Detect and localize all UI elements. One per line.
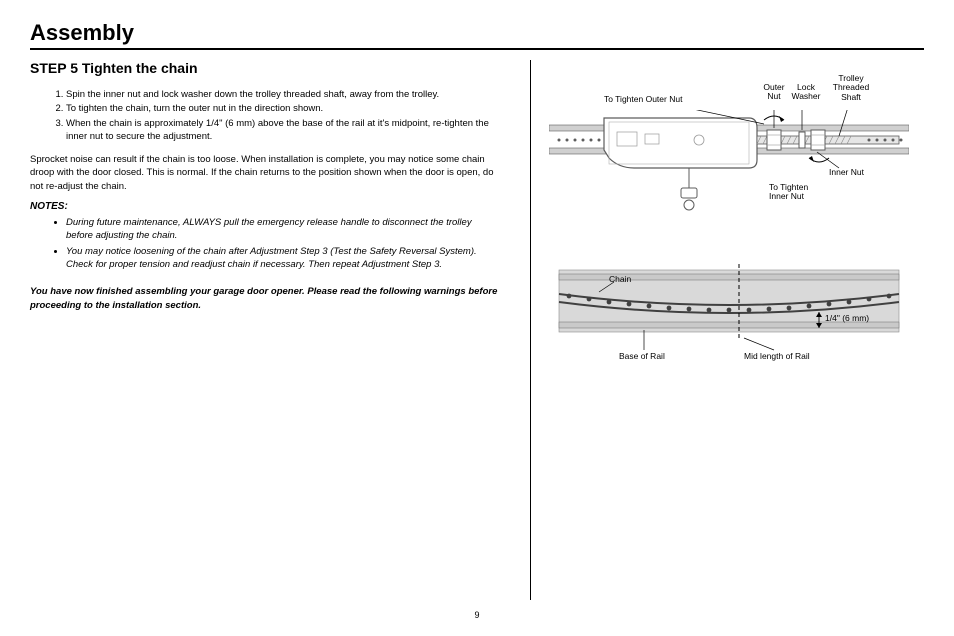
content-columns: STEP 5 Tighten the chain Spin the inner … bbox=[30, 60, 924, 600]
label-mid-length: Mid length of Rail bbox=[744, 352, 810, 361]
left-column: STEP 5 Tighten the chain Spin the inner … bbox=[30, 60, 510, 600]
label-outer-nut: Outer Nut bbox=[759, 83, 789, 102]
chain-sag-diagram: Chain 1/4" (6 mm) Base of Rail Mid lengt… bbox=[549, 260, 920, 400]
step-list: Spin the inner nut and lock washer down … bbox=[30, 88, 500, 143]
page-number: 9 bbox=[474, 610, 479, 620]
step-3: When the chain is approximately 1/4" (6 … bbox=[66, 117, 500, 144]
note-1: During future maintenance, ALWAYS pull t… bbox=[66, 216, 500, 243]
label-trolley-shaft: Trolley Threaded Shaft bbox=[827, 74, 875, 102]
label-base-of-rail: Base of Rail bbox=[619, 352, 665, 361]
notes-heading: NOTES: bbox=[30, 201, 500, 212]
label-lock-washer: Lock Washer bbox=[789, 83, 823, 102]
page-title: Assembly bbox=[30, 20, 924, 50]
notes-list: During future maintenance, ALWAYS pull t… bbox=[30, 216, 500, 271]
label-chain: Chain bbox=[609, 275, 631, 284]
step-heading: STEP 5 Tighten the chain bbox=[30, 60, 500, 76]
closing-paragraph: You have now finished assembling your ga… bbox=[30, 285, 500, 312]
label-tighten-inner: To Tighten Inner Nut bbox=[769, 183, 829, 202]
step-2: To tighten the chain, turn the outer nut… bbox=[66, 102, 500, 115]
right-column: To Tighten Outer Nut Outer Nut Lock Wash… bbox=[530, 60, 920, 600]
warning-paragraph: Sprocket noise can result if the chain i… bbox=[30, 153, 500, 193]
note-2: You may notice loosening of the chain af… bbox=[66, 245, 500, 272]
trolley-diagram: To Tighten Outer Nut Outer Nut Lock Wash… bbox=[549, 70, 920, 240]
label-tighten-outer: To Tighten Outer Nut bbox=[604, 95, 704, 104]
label-inner-nut: Inner Nut bbox=[829, 168, 879, 177]
label-measurement: 1/4" (6 mm) bbox=[825, 314, 885, 323]
step-1: Spin the inner nut and lock washer down … bbox=[66, 88, 500, 101]
